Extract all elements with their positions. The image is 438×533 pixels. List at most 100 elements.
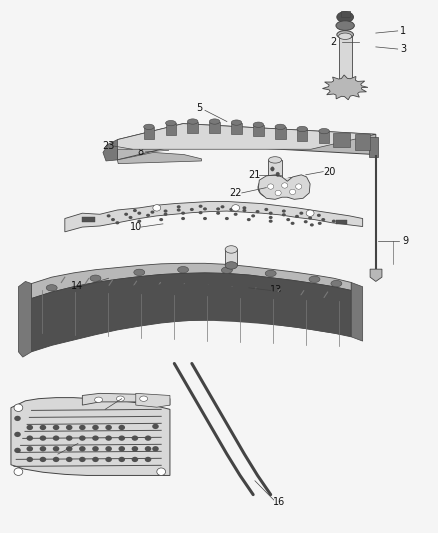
Ellipse shape (39, 457, 46, 462)
Text: 16: 16 (273, 497, 286, 507)
Ellipse shape (27, 457, 33, 462)
FancyBboxPatch shape (268, 160, 282, 182)
Ellipse shape (265, 270, 276, 277)
Ellipse shape (216, 207, 220, 211)
Ellipse shape (145, 457, 152, 462)
Ellipse shape (79, 425, 85, 430)
Text: 5: 5 (196, 103, 202, 112)
Ellipse shape (79, 457, 85, 462)
Ellipse shape (268, 216, 272, 219)
Ellipse shape (163, 209, 167, 213)
FancyBboxPatch shape (209, 122, 220, 133)
Ellipse shape (14, 468, 23, 475)
Ellipse shape (295, 215, 299, 218)
Ellipse shape (39, 446, 46, 451)
FancyBboxPatch shape (225, 249, 237, 265)
Text: 22: 22 (230, 188, 242, 198)
Ellipse shape (337, 12, 353, 22)
Ellipse shape (95, 397, 102, 402)
Ellipse shape (306, 210, 314, 216)
Ellipse shape (66, 446, 73, 451)
Ellipse shape (222, 267, 232, 273)
Ellipse shape (105, 446, 112, 451)
Ellipse shape (53, 425, 59, 430)
Ellipse shape (137, 212, 141, 215)
Ellipse shape (282, 183, 288, 188)
Ellipse shape (181, 212, 185, 215)
Ellipse shape (234, 213, 237, 216)
Ellipse shape (163, 213, 167, 216)
Ellipse shape (105, 435, 112, 441)
Ellipse shape (145, 435, 152, 441)
FancyBboxPatch shape (187, 122, 198, 133)
Ellipse shape (137, 220, 141, 223)
Ellipse shape (187, 119, 198, 124)
Ellipse shape (230, 208, 233, 211)
Text: 14: 14 (71, 281, 83, 291)
Ellipse shape (118, 425, 125, 430)
Ellipse shape (319, 128, 329, 134)
FancyBboxPatch shape (271, 178, 293, 197)
Ellipse shape (152, 424, 159, 429)
Ellipse shape (225, 217, 229, 220)
Ellipse shape (66, 457, 73, 462)
Polygon shape (11, 398, 170, 475)
Ellipse shape (92, 435, 99, 441)
Ellipse shape (232, 205, 240, 211)
Ellipse shape (309, 276, 320, 282)
Ellipse shape (271, 167, 274, 171)
Polygon shape (117, 124, 376, 149)
Ellipse shape (118, 435, 125, 441)
FancyBboxPatch shape (82, 217, 95, 222)
Ellipse shape (92, 425, 99, 430)
FancyBboxPatch shape (369, 137, 378, 157)
Ellipse shape (268, 157, 282, 163)
Ellipse shape (282, 209, 286, 213)
Ellipse shape (144, 124, 154, 130)
FancyBboxPatch shape (144, 127, 154, 139)
Ellipse shape (275, 124, 286, 130)
Text: 9: 9 (402, 236, 408, 246)
Ellipse shape (264, 208, 268, 211)
Ellipse shape (90, 275, 101, 281)
Ellipse shape (27, 446, 33, 451)
Ellipse shape (243, 209, 246, 212)
Text: 8: 8 (137, 147, 143, 157)
Ellipse shape (14, 448, 21, 453)
Ellipse shape (14, 404, 23, 411)
FancyBboxPatch shape (319, 131, 329, 143)
Ellipse shape (66, 425, 73, 430)
Ellipse shape (253, 122, 264, 127)
Ellipse shape (178, 266, 188, 273)
Polygon shape (18, 281, 32, 357)
FancyBboxPatch shape (253, 125, 264, 136)
Ellipse shape (199, 205, 203, 208)
Text: 17: 17 (46, 449, 59, 459)
Ellipse shape (14, 416, 21, 421)
Ellipse shape (152, 446, 159, 451)
Ellipse shape (268, 220, 272, 223)
Ellipse shape (243, 206, 246, 209)
Ellipse shape (111, 218, 115, 221)
Ellipse shape (247, 218, 251, 221)
Polygon shape (39, 284, 342, 346)
Polygon shape (32, 263, 351, 298)
Polygon shape (103, 140, 117, 161)
Ellipse shape (118, 446, 125, 451)
Polygon shape (117, 124, 376, 160)
Text: 2: 2 (331, 37, 337, 47)
Ellipse shape (258, 177, 283, 198)
Ellipse shape (275, 190, 281, 196)
Ellipse shape (296, 184, 302, 189)
Ellipse shape (133, 209, 137, 212)
Ellipse shape (268, 212, 272, 215)
Polygon shape (351, 282, 363, 341)
Ellipse shape (131, 435, 138, 441)
Polygon shape (258, 175, 310, 199)
Ellipse shape (131, 457, 138, 462)
Ellipse shape (153, 205, 161, 211)
Ellipse shape (190, 208, 194, 211)
Text: 21: 21 (248, 170, 260, 180)
Ellipse shape (131, 446, 138, 451)
Ellipse shape (331, 280, 342, 287)
